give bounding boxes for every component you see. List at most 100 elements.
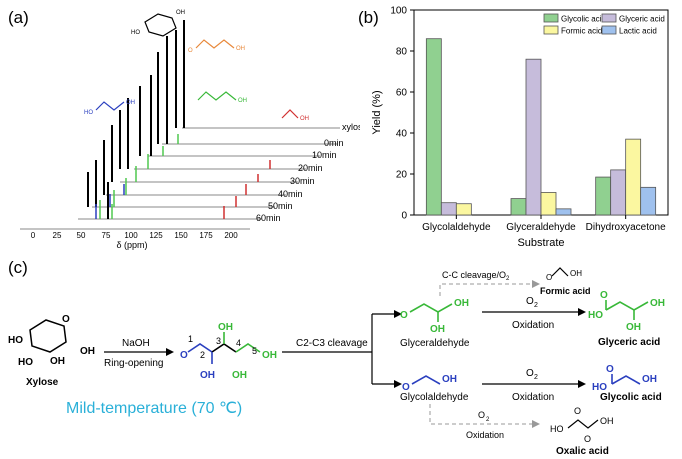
glyceraldehyde-structure-orange — [195, 39, 235, 49]
branch-top-arrowhead — [394, 310, 402, 318]
y-tick-label: 80 — [396, 47, 408, 58]
bar — [440, 202, 457, 216]
glyceraldehyde-oh: OH — [454, 298, 469, 309]
nmr-x-tick: 75 — [102, 231, 111, 240]
legend-swatch — [543, 13, 559, 23]
nmr-x-tick: 175 — [199, 231, 213, 240]
legend-label: Glyceric acid — [619, 15, 665, 24]
branch-bottom-arrowhead — [394, 380, 402, 388]
chain-oh-c5: OH — [262, 350, 277, 361]
nmr-x-label: δ (ppm) — [116, 240, 147, 250]
glycolic-o: O — [606, 364, 614, 375]
oxidation-label-2: Oxidation — [512, 392, 554, 403]
nmr-x-axis: 0 25 50 75 100 125 150 175 200 δ (ppm) — [31, 231, 238, 250]
o2-label-1: O — [526, 296, 534, 307]
x-tick-label: Glyceraldehyde — [506, 222, 576, 233]
formic-acid-name: Formic acid — [540, 286, 591, 296]
carbon-1: 1 — [188, 334, 193, 344]
reaction-scheme: O HO OH HO OH Xylose NaOH Ring-opening 1… — [8, 267, 665, 457]
glyceraldehyde-structure — [409, 303, 453, 322]
bar — [595, 176, 612, 216]
cc-cleavage-dashed-arrow — [439, 283, 532, 296]
xylose-ho-label: HO — [131, 30, 140, 36]
bar — [610, 169, 627, 216]
xylose-name: Xylose — [26, 377, 59, 388]
legend-swatch — [601, 25, 617, 35]
trace-label-50min: 50min — [268, 201, 293, 211]
nmr-x-tick: 100 — [124, 231, 138, 240]
glyceric-acid-structure-green — [197, 91, 237, 101]
legend-swatch — [543, 25, 559, 35]
orange-oh-label: OH — [236, 46, 245, 52]
glycolaldehyde-o: O — [402, 382, 410, 393]
formic-o: O — [546, 273, 552, 282]
xylose-oh-label: OH — [176, 10, 185, 16]
oxalic-acid-structure — [567, 419, 599, 429]
legend-swatch — [601, 13, 617, 23]
bar — [510, 198, 527, 216]
green-peaks — [99, 134, 179, 219]
nmr-x-tick: 0 — [31, 231, 36, 240]
oxidation-label-1: Oxidation — [512, 320, 554, 331]
y-tick-label: 20 — [396, 170, 408, 181]
cc-cleavage-sub2: 2 — [506, 276, 510, 282]
carbon-5: 5 — [252, 346, 257, 356]
glycolic-oh: OH — [642, 374, 657, 385]
xylose-oh-1: OH — [80, 346, 95, 357]
formic-acid-structure-red — [281, 109, 299, 119]
nmr-spectra-panel: xylose 0min 10min 20min 30min 40min 50mi… — [20, 10, 360, 250]
oxidation-label-3: Oxidation — [466, 430, 504, 440]
blue-ho-label: HO — [84, 110, 93, 116]
glycolaldehyde-structure — [411, 375, 441, 385]
o2-sub-1: 2 — [534, 302, 538, 309]
ring-opening-label: Ring-opening — [104, 358, 164, 369]
bar — [640, 186, 657, 216]
c2c3-label: C2-C3 cleavage — [296, 338, 368, 349]
carbon-4: 4 — [236, 338, 241, 348]
xylose-oh-2: OH — [50, 356, 65, 367]
chain-oh-c2: OH — [200, 370, 215, 381]
glyceraldehyde-name: Glyceraldehyde — [400, 338, 470, 349]
formic-oh: OH — [570, 269, 582, 278]
legend-label: Glycolic acid — [561, 15, 606, 24]
blue-peaks — [95, 184, 125, 219]
glycolic-ho: HO — [592, 382, 607, 393]
nmr-x-tick: 25 — [53, 231, 62, 240]
x-axis-label: Substrate — [517, 237, 564, 249]
glyceric-acid-name: Glyceric acid — [598, 337, 660, 348]
o2-label-3: O — [478, 410, 485, 420]
nmr-x-tick: 125 — [149, 231, 163, 240]
red-oh-label: OH — [300, 116, 309, 122]
xylose-peaks — [87, 20, 185, 219]
nmr-x-tick: 50 — [77, 231, 86, 240]
bar — [425, 38, 442, 216]
xylose-ring-scheme — [29, 319, 67, 353]
glycolaldehyde-name: Glycolaldehyde — [400, 392, 469, 403]
trace-label-60min: 60min — [256, 213, 281, 223]
legend-label: Formic acid — [561, 27, 602, 36]
oxalic-oh: OH — [600, 416, 614, 426]
glyceric-acid-structure — [605, 300, 649, 320]
panel-label-c: (c) — [8, 258, 28, 277]
y-tick-label: 40 — [396, 129, 408, 140]
open-chain-xylose — [187, 332, 261, 364]
chain-oh-c3: OH — [218, 322, 233, 333]
nmr-x-tick: 200 — [224, 231, 238, 240]
bar — [555, 208, 572, 216]
blue-oh-label: OH — [126, 100, 135, 106]
panel-label-b: (b) — [358, 8, 379, 27]
mild-temperature-caption: Mild-temperature (70 ℃) — [66, 400, 243, 417]
bar — [455, 203, 472, 216]
xylose-ho-1: HO — [8, 335, 23, 346]
trace-label-xylose: xylose — [342, 122, 360, 132]
glycolic-acid-structure-blue — [95, 101, 125, 111]
glycolaldehyde-oh: OH — [442, 374, 457, 385]
legend-label: Lactic acid — [619, 27, 657, 36]
carbon-3: 3 — [216, 336, 221, 346]
spectra-baselines — [20, 127, 340, 230]
trace-label-20min: 20min — [298, 163, 323, 173]
red-peaks — [223, 160, 271, 219]
y-tick-label: 0 — [401, 211, 407, 222]
glyceraldehyde-o: O — [400, 310, 408, 321]
ring-opening-arrowhead — [166, 348, 174, 356]
